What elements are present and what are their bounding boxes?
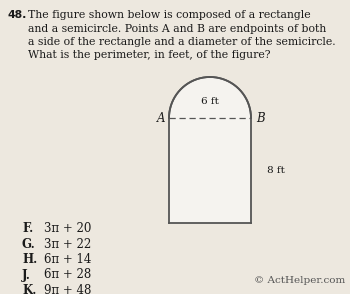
Text: © ActHelper.com: © ActHelper.com — [254, 276, 345, 285]
Text: The figure shown below is composed of a rectangle: The figure shown below is composed of a … — [28, 10, 311, 20]
Text: 6π + 28: 6π + 28 — [44, 268, 91, 281]
Text: What is the perimeter, in feet, of the figure?: What is the perimeter, in feet, of the f… — [28, 51, 271, 61]
Text: 48.: 48. — [8, 10, 27, 20]
Text: B: B — [256, 111, 264, 124]
Text: J.: J. — [22, 268, 31, 281]
Text: 9π + 48: 9π + 48 — [44, 284, 91, 294]
Text: 3π + 20: 3π + 20 — [44, 222, 91, 235]
Text: 6π + 14: 6π + 14 — [44, 253, 91, 266]
Text: 6 ft: 6 ft — [201, 98, 219, 106]
Text: a side of the rectangle and a diameter of the semicircle.: a side of the rectangle and a diameter o… — [28, 37, 336, 47]
Text: G.: G. — [22, 238, 36, 250]
Polygon shape — [169, 77, 251, 118]
Text: H.: H. — [22, 253, 37, 266]
Text: 3π + 22: 3π + 22 — [44, 238, 91, 250]
Text: 8 ft: 8 ft — [267, 166, 285, 175]
Text: K.: K. — [22, 284, 36, 294]
Bar — [169, 118, 251, 223]
Text: and a semicircle. Points A and B are endpoints of both: and a semicircle. Points A and B are end… — [28, 24, 326, 34]
Text: A: A — [157, 111, 165, 124]
Text: F.: F. — [22, 222, 33, 235]
